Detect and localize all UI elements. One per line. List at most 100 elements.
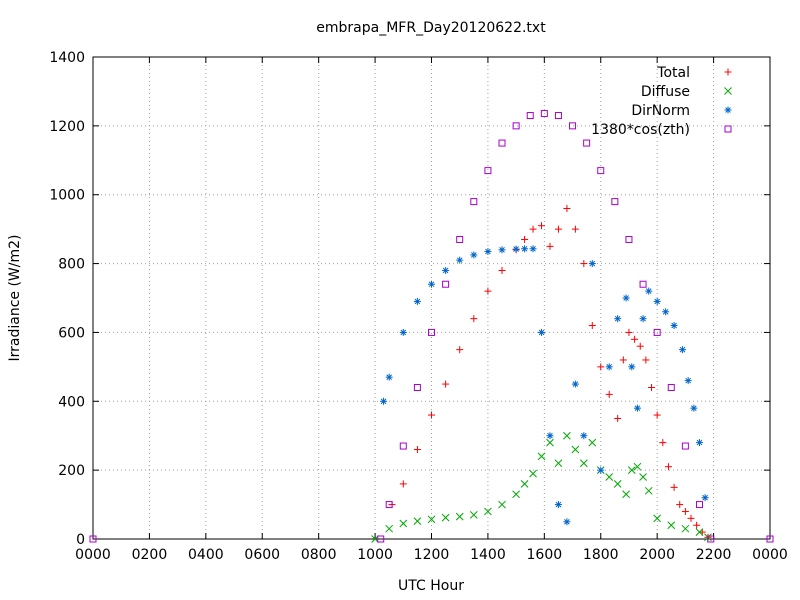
x-tick-label: 1600 bbox=[527, 547, 563, 563]
series-layer bbox=[89, 109, 774, 543]
data-point bbox=[521, 245, 529, 253]
data-point bbox=[442, 280, 450, 288]
data-point bbox=[695, 501, 703, 509]
data-point bbox=[639, 473, 647, 481]
data-point bbox=[684, 377, 692, 385]
y-tick-label: 0 bbox=[76, 532, 85, 548]
data-point bbox=[385, 524, 394, 533]
legend-marker bbox=[724, 68, 732, 76]
x-axis-label: UTC Hour bbox=[398, 578, 464, 594]
data-point bbox=[520, 480, 529, 488]
data-point bbox=[442, 266, 450, 274]
data-point bbox=[498, 500, 506, 509]
series-0 bbox=[388, 204, 712, 541]
data-point bbox=[399, 328, 407, 336]
data-point bbox=[653, 411, 661, 419]
data-point bbox=[653, 328, 661, 336]
data-point bbox=[498, 139, 506, 147]
data-point bbox=[676, 501, 684, 509]
data-point bbox=[428, 280, 435, 288]
data-point bbox=[540, 109, 548, 117]
legend: Total Diffuse DirNorm 1380*cos(zth) bbox=[591, 65, 732, 138]
data-point bbox=[413, 517, 422, 525]
data-point bbox=[681, 524, 690, 533]
data-point bbox=[529, 245, 537, 253]
data-point bbox=[470, 198, 478, 206]
data-point bbox=[625, 235, 633, 243]
data-point bbox=[538, 222, 546, 230]
y-axis: 0 200 400 600 800 1000 1200 1400 bbox=[49, 50, 770, 548]
y-tick-label: 200 bbox=[58, 463, 85, 479]
series-1 bbox=[371, 431, 712, 543]
legend-marker bbox=[724, 87, 732, 95]
data-point bbox=[428, 328, 435, 336]
data-point bbox=[622, 294, 630, 302]
data-point bbox=[580, 432, 588, 440]
data-point bbox=[639, 280, 647, 288]
data-point bbox=[427, 515, 436, 524]
data-point bbox=[470, 251, 478, 259]
data-point bbox=[428, 411, 435, 419]
y-tick-label: 800 bbox=[58, 257, 85, 273]
data-point bbox=[659, 439, 667, 447]
data-point bbox=[605, 363, 613, 371]
data-point bbox=[633, 404, 641, 412]
data-point bbox=[625, 328, 633, 336]
data-point bbox=[563, 518, 571, 526]
series-2 bbox=[380, 245, 709, 526]
series-3 bbox=[89, 109, 774, 543]
x-tick-label: 1400 bbox=[470, 547, 506, 563]
y-tick-label: 400 bbox=[58, 394, 85, 410]
data-point bbox=[670, 483, 678, 491]
data-point bbox=[707, 535, 715, 543]
data-point bbox=[455, 512, 464, 521]
data-point bbox=[695, 528, 704, 536]
x-axis: 0000 0200 0400 0600 0800 1000 1200 1400 1600 1800… bbox=[75, 57, 788, 563]
data-point bbox=[538, 328, 546, 336]
data-point bbox=[563, 204, 571, 212]
data-point bbox=[469, 511, 478, 519]
y-tick-label: 600 bbox=[58, 325, 85, 341]
x-tick-label: 0800 bbox=[301, 547, 337, 563]
data-point bbox=[399, 519, 408, 528]
data-point bbox=[583, 139, 591, 147]
y-axis-label: Irradiance (W/m2) bbox=[7, 235, 23, 362]
x-tick-label: 0000 bbox=[752, 547, 788, 563]
data-point bbox=[667, 384, 675, 392]
data-point bbox=[442, 380, 450, 388]
data-point bbox=[484, 507, 492, 516]
data-point bbox=[498, 266, 506, 274]
data-point bbox=[597, 167, 605, 175]
data-point bbox=[484, 248, 492, 256]
x-tick-label: 0400 bbox=[188, 547, 224, 563]
data-point bbox=[385, 501, 393, 509]
data-point bbox=[537, 452, 546, 461]
data-point bbox=[627, 466, 636, 474]
data-point bbox=[631, 335, 639, 343]
data-point bbox=[639, 315, 647, 323]
data-point bbox=[664, 463, 672, 471]
data-point bbox=[569, 122, 577, 130]
legend-label: Diffuse bbox=[641, 84, 690, 100]
data-point bbox=[644, 486, 653, 495]
y-tick-label: 1200 bbox=[49, 119, 85, 135]
data-point bbox=[563, 431, 571, 440]
x-tick-label: 0600 bbox=[244, 547, 280, 563]
data-point bbox=[456, 256, 464, 264]
data-point bbox=[512, 245, 520, 253]
data-point bbox=[546, 438, 554, 447]
data-point bbox=[498, 246, 506, 254]
x-tick-label: 2000 bbox=[639, 547, 675, 563]
data-point bbox=[588, 260, 596, 268]
data-point bbox=[588, 322, 596, 330]
data-point bbox=[456, 235, 464, 243]
y-tick-label: 1000 bbox=[49, 188, 85, 204]
data-point bbox=[633, 462, 642, 471]
data-point bbox=[413, 445, 421, 453]
data-point bbox=[554, 225, 562, 233]
data-point bbox=[571, 380, 579, 388]
data-point bbox=[645, 287, 653, 295]
x-tick-label: 2200 bbox=[696, 547, 732, 563]
data-point bbox=[380, 397, 388, 405]
